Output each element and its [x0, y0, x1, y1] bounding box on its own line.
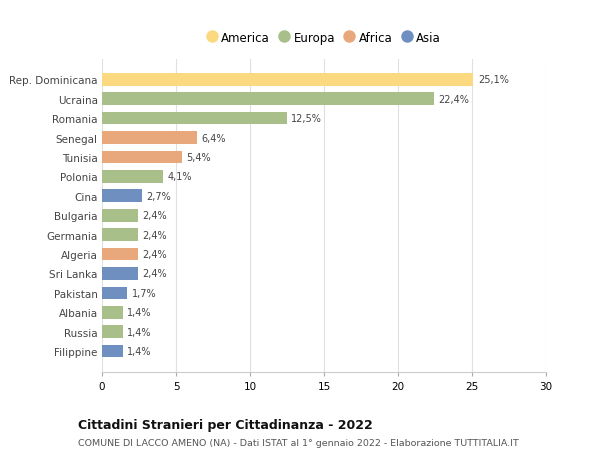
Text: Cittadini Stranieri per Cittadinanza - 2022: Cittadini Stranieri per Cittadinanza - 2… [78, 418, 373, 431]
Bar [102, 93, 434, 106]
Bar [102, 229, 137, 241]
Text: 25,1%: 25,1% [478, 75, 509, 85]
Bar [102, 151, 182, 164]
Bar [102, 287, 127, 300]
Text: 12,5%: 12,5% [292, 114, 322, 124]
Legend: America, Europa, Africa, Asia: America, Europa, Africa, Asia [203, 28, 445, 48]
Bar [102, 306, 123, 319]
Text: 6,4%: 6,4% [201, 133, 226, 143]
Bar [102, 190, 142, 203]
Text: 5,4%: 5,4% [187, 153, 211, 162]
Text: 1,4%: 1,4% [127, 347, 152, 356]
Bar [102, 268, 137, 280]
Text: 22,4%: 22,4% [438, 95, 469, 105]
Bar [102, 325, 123, 338]
Text: 1,4%: 1,4% [127, 327, 152, 337]
Bar [102, 171, 163, 183]
Text: COMUNE DI LACCO AMENO (NA) - Dati ISTAT al 1° gennaio 2022 - Elaborazione TUTTIT: COMUNE DI LACCO AMENO (NA) - Dati ISTAT … [78, 438, 519, 448]
Bar [102, 132, 197, 145]
Text: 2,4%: 2,4% [142, 269, 167, 279]
Text: 4,1%: 4,1% [167, 172, 191, 182]
Bar [102, 345, 123, 358]
Bar [102, 74, 473, 86]
Text: 2,4%: 2,4% [142, 250, 167, 259]
Text: 2,4%: 2,4% [142, 211, 167, 221]
Bar [102, 209, 137, 222]
Text: 1,4%: 1,4% [127, 308, 152, 318]
Text: 2,4%: 2,4% [142, 230, 167, 240]
Bar [102, 112, 287, 125]
Bar [102, 248, 137, 261]
Text: 1,7%: 1,7% [131, 288, 156, 298]
Text: 2,7%: 2,7% [146, 191, 171, 202]
